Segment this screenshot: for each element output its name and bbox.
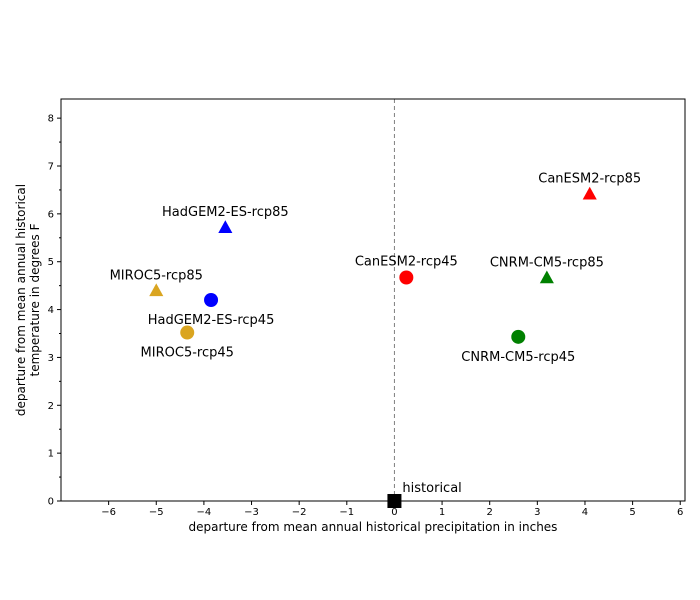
x-axis: −6 −5 −4 −3 −2 −1 0 1 2 3 4 5 6: [101, 501, 683, 518]
point-marker-cnrm-cm5-rcp45: [511, 329, 526, 344]
point-label-cnrm-cm5-rcp85: CNRM-CM5-rcp85: [490, 255, 604, 270]
point-label-hadgem2-es-rcp45: HadGEM2-ES-rcp45: [148, 313, 275, 328]
y-axis: 0 1 2 3 4 5 6 7 8: [48, 114, 61, 508]
point-marker-canesm2-rcp85: [582, 186, 597, 200]
y-tick-label: 5: [48, 257, 54, 268]
x-tick-label: 4: [582, 507, 588, 518]
point-label-historical: historical: [402, 481, 461, 496]
y-axis-label-line-2: temperature in degrees F: [28, 223, 42, 376]
x-axis-label: departure from mean annual historical pr…: [189, 520, 558, 534]
y-tick-label: 3: [48, 353, 54, 364]
x-tick-label: −5: [149, 507, 164, 518]
x-tick-label: 3: [534, 507, 540, 518]
y-tick-label: 6: [48, 209, 54, 220]
x-tick-label: −4: [197, 507, 212, 518]
x-tick-label: 1: [439, 507, 445, 518]
x-tick-label: −6: [101, 507, 116, 518]
x-tick-label: 0: [391, 507, 397, 518]
y-tick-label: 7: [48, 162, 54, 173]
point-marker-miroc5-rcp45: [180, 325, 195, 340]
y-axis-label-line-1: departure from mean annual historical: [14, 184, 28, 416]
x-tick-label: −1: [339, 507, 354, 518]
y-tick-label: 2: [48, 401, 54, 412]
point-label-cnrm-cm5-rcp45: CNRM-CM5-rcp45: [461, 350, 575, 365]
point-marker-canesm2-rcp45: [399, 270, 414, 285]
x-tick-label: −2: [292, 507, 307, 518]
point-marker-hadgem2-es-rcp85: [218, 220, 233, 234]
data-points: historical CanESM2-rcp85 CanESM2-rcp45 HadG…: [110, 172, 641, 508]
point-label-canesm2-rcp45: CanESM2-rcp45: [355, 255, 458, 270]
x-tick-label: 2: [487, 507, 493, 518]
x-tick-label: 5: [629, 507, 635, 518]
point-label-hadgem2-es-rcp85: HadGEM2-ES-rcp85: [162, 205, 289, 220]
x-tick-label: −3: [244, 507, 259, 518]
plot-frame: [60, 98, 686, 502]
x-tick-label: 6: [677, 507, 683, 518]
y-tick-label: 4: [48, 305, 54, 316]
point-label-miroc5-rcp85: MIROC5-rcp85: [110, 268, 203, 283]
point-marker-cnrm-cm5-rcp85: [539, 270, 554, 284]
point-marker-hadgem2-es-rcp45: [204, 293, 219, 307]
point-label-canesm2-rcp85: CanESM2-rcp85: [538, 172, 641, 187]
point-label-miroc5-rcp45: MIROC5-rcp45: [141, 346, 234, 361]
y-tick-label: 1: [48, 449, 54, 460]
y-tick-label: 8: [48, 114, 54, 125]
y-tick-label: 0: [48, 497, 54, 508]
point-marker-miroc5-rcp85: [149, 283, 164, 297]
